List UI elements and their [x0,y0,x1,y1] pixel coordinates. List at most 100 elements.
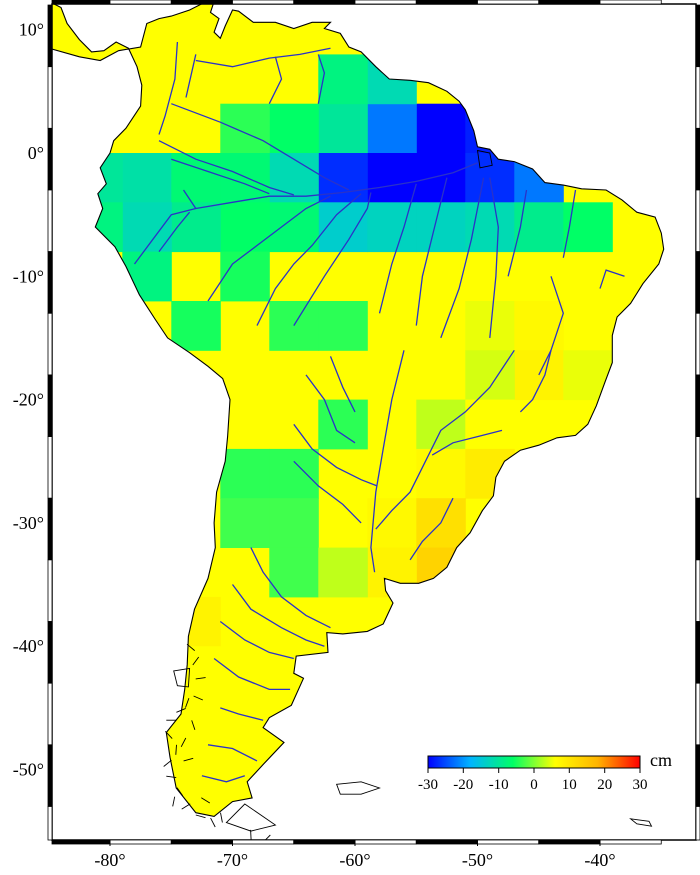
anomaly-cell [416,448,466,499]
river [378,183,417,314]
river [519,350,552,413]
anomaly-cell [416,103,466,154]
lon-tick-label: -80° [94,850,125,870]
island-fragment [201,797,211,804]
colorbar-tick-label: 0 [530,777,538,793]
anomaly-cell [269,103,319,154]
anomaly-cell [318,103,368,154]
river [562,189,577,258]
frame-tick-bar [695,621,700,684]
river [268,56,283,104]
anomaly-cell [416,153,466,203]
frame-tick-bar [47,312,53,376]
frame-tick-bar [232,839,295,845]
anomaly-cell [171,202,221,253]
frame-tick-bar [47,436,53,499]
island-fragment [193,695,203,701]
lat-tick-label: -20° [13,390,44,410]
island-fragment [192,656,200,666]
anomaly-cell [220,251,270,302]
river [158,140,294,196]
island-fragment [163,759,172,767]
lat-tick-label: -40° [13,636,44,656]
river [293,460,362,524]
island-fragment [180,737,187,748]
frame-tick-bar [538,0,601,5]
island-fragment [195,677,206,680]
river [256,193,362,326]
island-fragment [195,814,206,819]
island-fragment [186,643,195,651]
river [375,349,515,530]
river [507,189,528,277]
frame-tick-bar [47,374,53,437]
anomaly-cell [367,498,417,548]
anomaly-cell [122,153,172,203]
anomaly-cell [122,202,172,253]
frame-tick-bar [695,312,700,376]
river [293,423,378,487]
island [476,149,493,169]
anomaly-cell [269,301,319,351]
island-fragment [172,796,176,807]
anomaly-cell [318,301,368,351]
colorbar-tick-label: -30 [418,777,438,793]
island-fragment [165,730,173,739]
frame-tick-bar [695,559,700,622]
island-fragment [176,787,184,797]
river [171,103,350,191]
anomaly-cell [465,350,515,401]
colorbar-tick-label: 20 [597,777,612,793]
frame-tick-bar [109,0,172,5]
island [335,781,381,795]
frame-tick-bar [695,497,700,561]
anomaly-cell [220,498,270,548]
colorbar-tick-label: 30 [633,777,648,793]
island-fragment [181,803,191,810]
frame-tick-bar [47,251,53,314]
frame-tick-bar [695,744,700,807]
anomaly-cell [269,547,319,598]
island-fragment [176,707,186,713]
anomaly-cell [171,153,221,203]
anomaly-cell [367,103,417,154]
rivers [133,41,625,783]
river [489,177,499,338]
island-fragment [220,812,223,823]
anomaly-cell [514,350,564,401]
lat-tick-label: -10° [13,266,44,286]
anomaly-cell [171,301,221,351]
island-fragment [175,744,177,755]
anomaly-cell [318,399,368,450]
lat-tick-label: -50° [13,760,44,780]
frame-tick-bar [47,682,53,746]
frame-tick-bar [47,497,53,561]
colorbar-unit: cm [650,750,672,770]
anomaly-cell [318,54,368,105]
river [195,47,331,68]
river [182,189,197,209]
anomaly-cell [514,301,564,351]
frame-tick-bar [695,4,700,68]
river [231,584,325,647]
river [293,192,372,326]
frame-tick-bar [47,189,53,253]
anomaly-cell [465,202,515,253]
island-fragment [185,698,190,708]
frame-tick-bar [47,4,53,68]
frame-tick-bar [695,436,700,499]
frame-tick-bar [695,806,700,841]
anomaly-cell [465,399,515,450]
river [219,620,294,660]
frame-tick-bar [47,559,53,622]
island-fragment [183,757,194,762]
anomaly-cell [220,103,270,154]
frame-tick-bar [599,839,662,845]
frame-tick-bar [415,839,478,845]
river [207,744,258,762]
frame-tick-bar [354,0,417,5]
river [440,177,485,339]
river [207,195,331,302]
lat-tick-label: -30° [13,513,44,533]
frame-tick-bar [51,839,111,845]
